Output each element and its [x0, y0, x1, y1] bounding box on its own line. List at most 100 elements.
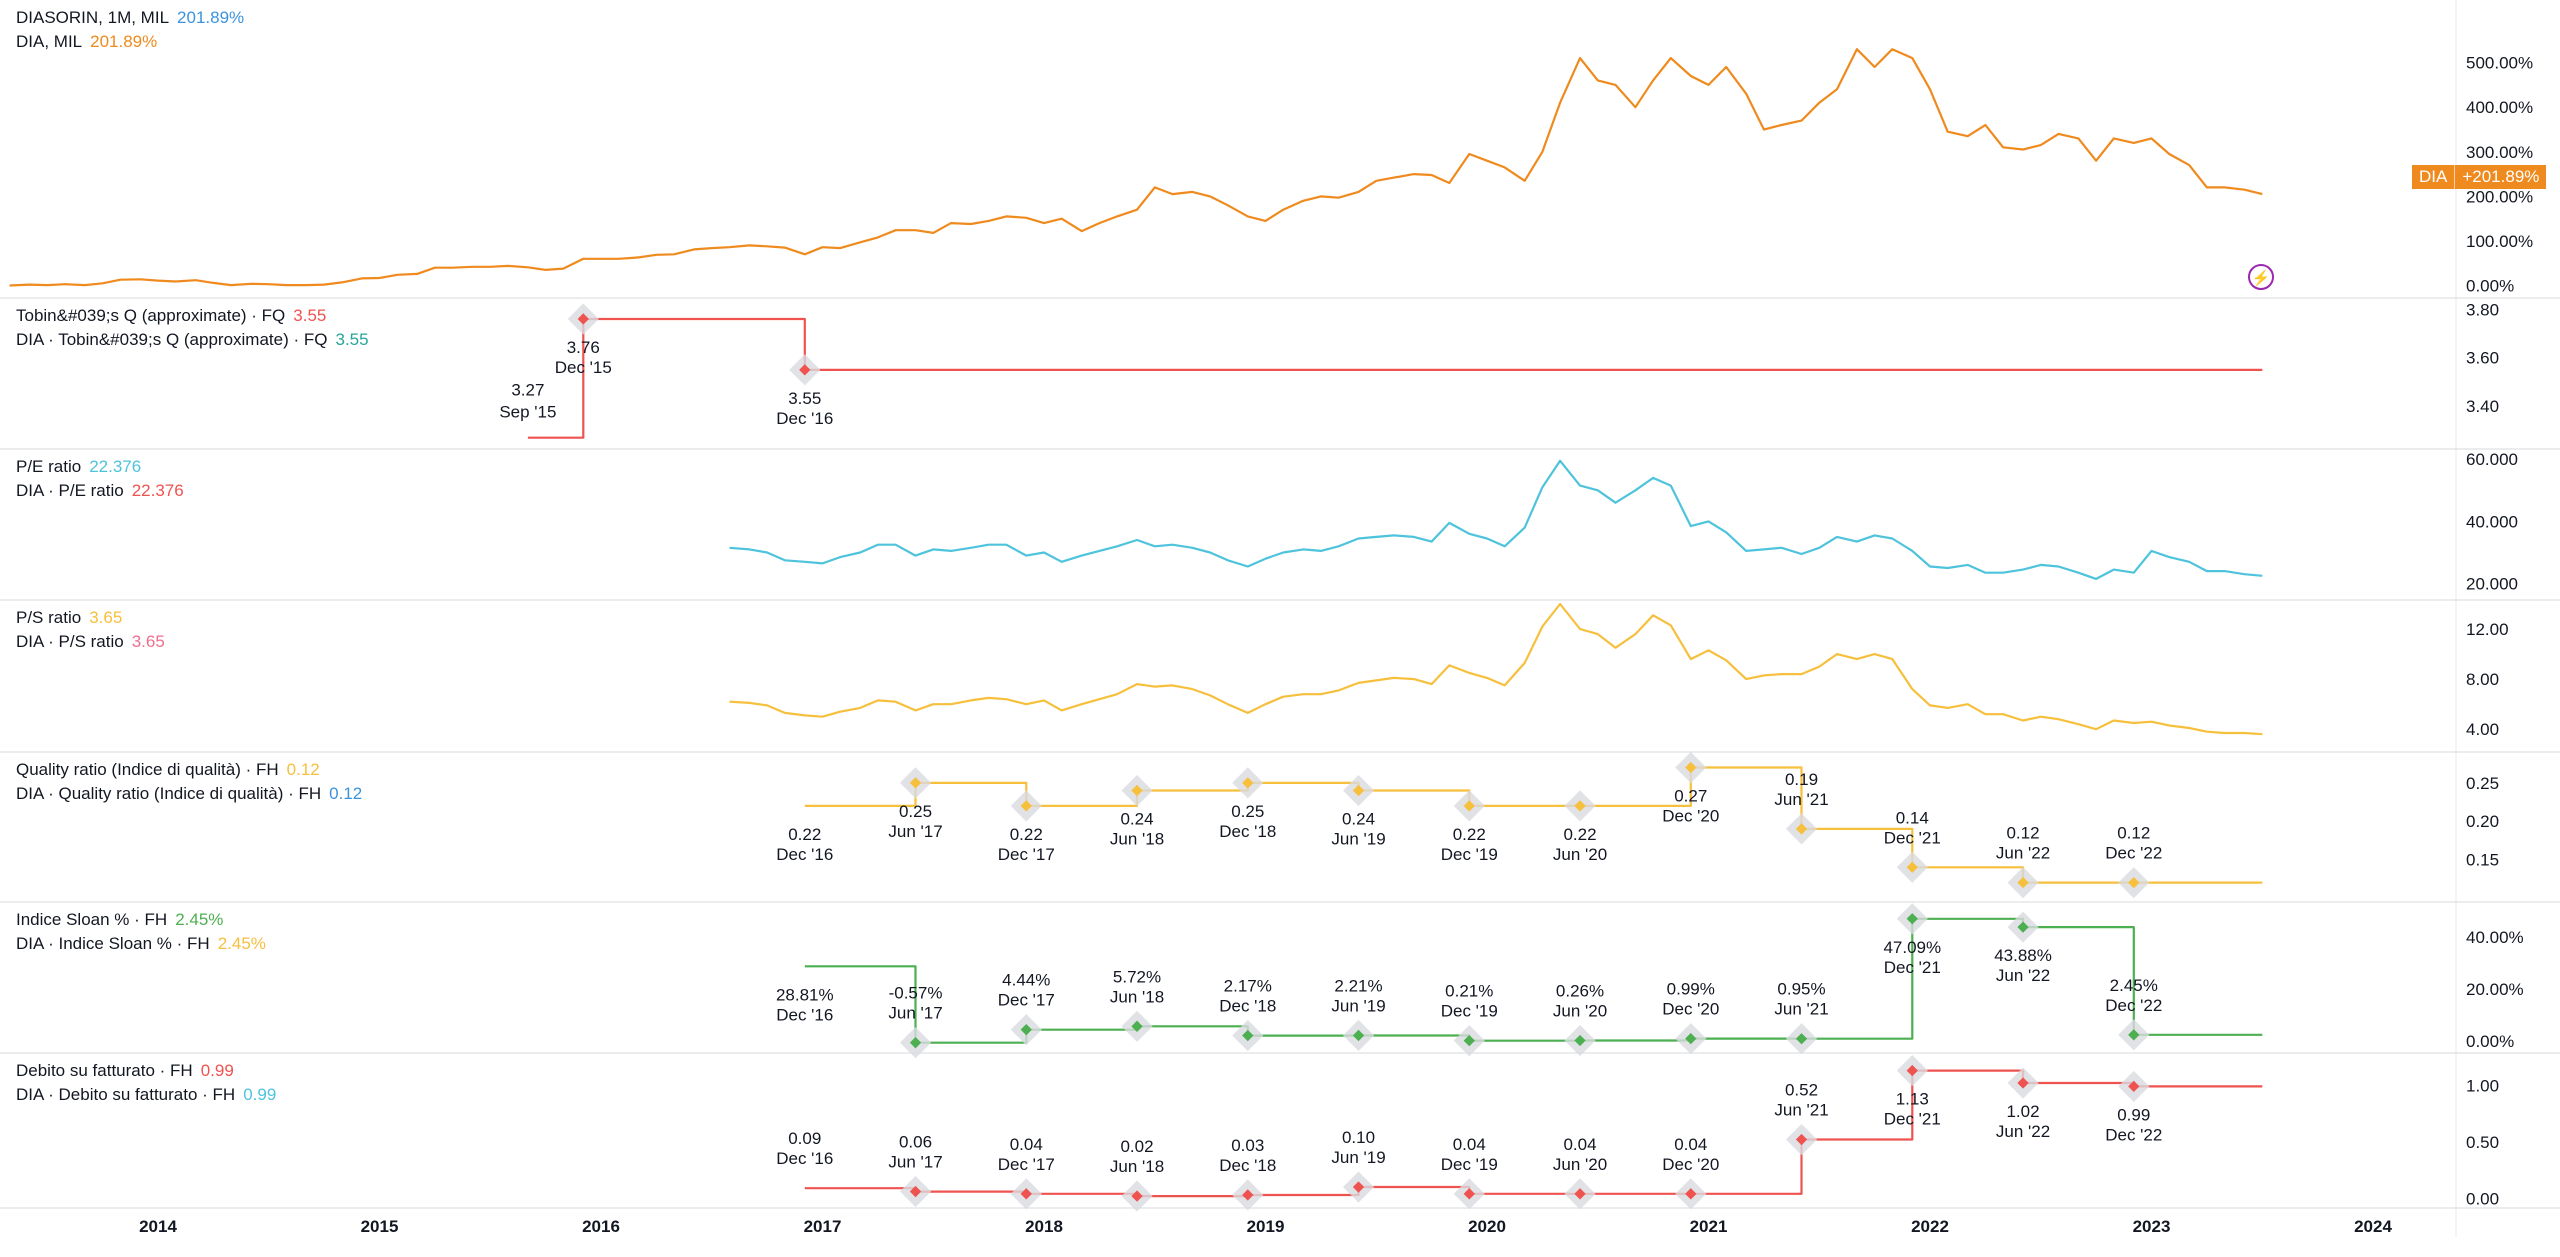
debt-value-label: 0.52 — [1785, 1081, 1818, 1100]
sloan-series-line[interactable] — [804, 917, 2263, 1044]
pe-series-line[interactable] — [729, 459, 2263, 581]
price-badge-symbol: DIA — [2412, 165, 2456, 189]
quality-marker[interactable] — [1685, 761, 1697, 774]
quality-marker[interactable] — [909, 777, 922, 789]
debt-marker[interactable] — [1352, 1181, 1365, 1193]
legend-row[interactable]: DIA · Quality ratio (Indice di qualità) … — [16, 782, 362, 806]
y-tick-label: 0.20 — [2466, 812, 2499, 831]
ps-series-line[interactable] — [729, 602, 2263, 736]
tobin-y-axis[interactable]: 3.80 3.60 3.40 — [2466, 300, 2499, 416]
sloan-marker[interactable] — [1906, 913, 1918, 925]
legend-value: 201.89% — [90, 32, 158, 51]
quality-marker[interactable] — [1020, 800, 1032, 812]
price-pane[interactable]: 500.00% 400.00% 300.00% 200.00% 100.00% 0.00% — [9, 48, 2534, 296]
legend-row[interactable]: Indice Sloan % · FH 2.45% — [16, 908, 266, 932]
legend-row[interactable]: P/E ratio 22.376 — [16, 455, 184, 479]
sloan-value-label: 28.81% — [776, 985, 834, 1004]
debt-marker[interactable] — [909, 1185, 922, 1198]
legend-row[interactable]: DIA, MIL 201.89% — [16, 30, 244, 54]
debt-y-axis[interactable]: 1.00 0.50 0.00 — [2466, 1076, 2499, 1208]
legend-row[interactable]: DIA · Tobin&#039;s Q (approximate) · FQ 3… — [16, 328, 369, 352]
quality-marker[interactable] — [2017, 876, 2029, 889]
sloan-marker[interactable] — [909, 1037, 922, 1049]
y-tick-label: 0.15 — [2466, 851, 2499, 870]
quality-period-label: Dec '22 — [2105, 844, 2162, 863]
price-series-line[interactable] — [9, 48, 2263, 287]
debt-marker[interactable] — [1463, 1188, 1475, 1200]
sloan-marker[interactable] — [1352, 1029, 1365, 1042]
sloan-legend[interactable]: Indice Sloan % · FH 2.45% DIA · Indice Slo… — [16, 908, 266, 956]
legend-label: DIASORIN, 1M, MIL — [16, 8, 170, 27]
sloan-marker[interactable] — [2017, 921, 2029, 933]
sloan-marker[interactable] — [1020, 1023, 1032, 1036]
sloan-marker[interactable] — [1795, 1033, 1808, 1045]
debt-marker[interactable] — [1131, 1190, 1143, 1202]
x-tick-label: 2016 — [582, 1217, 620, 1236]
legend-row[interactable]: P/S ratio 3.65 — [16, 606, 165, 630]
quality-marker[interactable] — [1131, 784, 1143, 797]
quality-marker[interactable] — [1242, 777, 1254, 789]
quality-marker[interactable] — [1795, 823, 1808, 835]
quality-marker[interactable] — [1352, 784, 1365, 797]
debt-marker[interactable] — [1020, 1188, 1032, 1200]
quality-marker[interactable] — [1574, 800, 1586, 812]
legend-row[interactable]: DIA · P/E ratio 22.376 — [16, 479, 184, 503]
ps-y-axis[interactable]: 12.00 8.00 4.00 — [2466, 620, 2509, 739]
sloan-marker[interactable] — [1242, 1029, 1254, 1042]
debt-marker[interactable] — [2017, 1077, 2029, 1089]
debt-marker[interactable] — [1795, 1133, 1808, 1146]
debt-legend[interactable]: Debito su fatturato · FH 0.99 DIA · Debito… — [16, 1059, 276, 1107]
pe-legend[interactable]: P/E ratio 22.376 DIA · P/E ratio 22.376 — [16, 455, 184, 503]
legend-label: DIA, MIL — [16, 32, 83, 51]
tobin-marker[interactable] — [799, 364, 811, 376]
quality-y-axis[interactable]: 0.25 0.20 0.15 — [2466, 774, 2499, 870]
legend-row[interactable]: Quality ratio (Indice di qualità) · FH 0.… — [16, 758, 362, 782]
ps-legend[interactable]: P/S ratio 3.65 DIA · P/S ratio 3.65 — [16, 606, 165, 654]
y-tick-label: 4.00 — [2466, 720, 2499, 739]
time-axis[interactable]: 2014 2015 2016 2017 2018 2019 2020 2021 2022 2023… — [139, 1217, 2392, 1236]
quality-value-label: 0.14 — [1896, 808, 1929, 827]
y-tick-label: 500.00% — [2466, 54, 2533, 73]
debt-marker[interactable] — [1242, 1189, 1254, 1201]
legend-row[interactable]: DIA · P/S ratio 3.65 — [16, 630, 165, 654]
legend-row[interactable]: DIA · Indice Sloan % · FH 2.45% — [16, 932, 266, 956]
sloan-marker[interactable] — [1131, 1020, 1143, 1032]
quality-marker[interactable] — [1463, 800, 1475, 812]
tobin-series-line[interactable] — [527, 317, 2263, 439]
sloan-marker[interactable] — [1685, 1032, 1697, 1045]
legend-row[interactable]: Debito su fatturato · FH 0.99 — [16, 1059, 276, 1083]
price-badge-value: +201.89% — [2455, 165, 2547, 189]
legend-row[interactable]: DIA · Debito su fatturato · FH 0.99 — [16, 1083, 276, 1107]
sloan-marker[interactable] — [1574, 1034, 1586, 1047]
tobin-legend[interactable]: Tobin&#039;s Q (approximate) · FQ 3.55 DIA… — [16, 304, 369, 352]
debt-marker[interactable] — [1685, 1188, 1697, 1200]
quality-marker[interactable] — [2128, 876, 2140, 889]
ps-pane[interactable]: 12.00 8.00 4.00 — [729, 602, 2509, 739]
sloan-marker[interactable] — [1463, 1034, 1475, 1047]
sloan-marker[interactable] — [2128, 1029, 2140, 1041]
sloan-pane[interactable]: 40.00%20.00%0.00%28.81%Dec '16-0.57%Jun … — [776, 903, 2524, 1059]
legend-row[interactable]: Tobin&#039;s Q (approximate) · FQ 3.55 — [16, 304, 369, 328]
legend-row[interactable]: DIASORIN, 1M, MIL 201.89% — [16, 6, 244, 30]
pe-pane[interactable]: 60.000 40.000 20.000 — [729, 450, 2519, 594]
debt-marker[interactable] — [2128, 1080, 2140, 1093]
price-y-axis[interactable]: 500.00% 400.00% 300.00% 200.00% 100.00% 0.00% — [2466, 54, 2533, 296]
pe-y-axis[interactable]: 60.000 40.000 20.000 — [2466, 450, 2518, 593]
quality-marker[interactable] — [1906, 861, 1918, 873]
lightning-bolt-icon[interactable]: ⚡ — [2248, 264, 2274, 290]
tobin-marker[interactable] — [577, 313, 589, 325]
debt-marker[interactable] — [1574, 1188, 1586, 1200]
debt-period-label: Dec '17 — [998, 1155, 1055, 1174]
tobin-period-label: Sep '15 — [499, 403, 556, 422]
sloan-value-label: 2.21% — [1334, 976, 1382, 995]
price-legend[interactable]: DIASORIN, 1M, MIL 201.89% DIA, MIL 201.89% — [16, 6, 244, 54]
debt-marker[interactable] — [1906, 1064, 1918, 1077]
quality-legend[interactable]: Quality ratio (Indice di qualità) · FH 0.… — [16, 758, 362, 806]
sloan-y-axis[interactable]: 40.00% 20.00% 0.00% — [2466, 928, 2524, 1051]
y-tick-label: 12.00 — [2466, 620, 2509, 639]
